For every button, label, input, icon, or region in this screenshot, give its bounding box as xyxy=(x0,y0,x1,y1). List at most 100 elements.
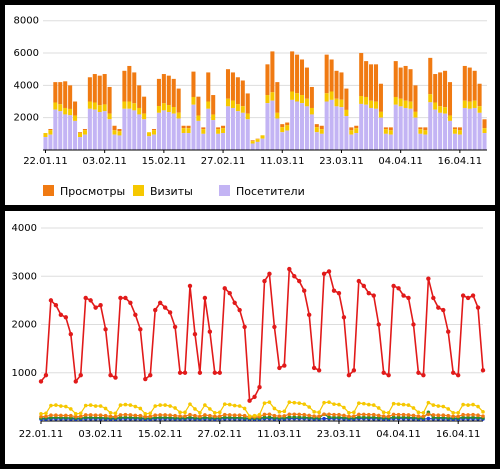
bar-visits xyxy=(447,115,453,121)
data-point-line_main xyxy=(292,274,297,279)
data-point-line_orange xyxy=(262,412,267,417)
data-point-line_yellow xyxy=(247,414,252,418)
bar-visits xyxy=(413,111,418,118)
data-point-line_green xyxy=(406,415,411,420)
bar-visitors xyxy=(117,135,122,150)
bar-visitors xyxy=(191,104,196,150)
data-point-line_orange xyxy=(287,412,292,417)
bar-visits xyxy=(329,91,334,100)
data-point-line_orange xyxy=(148,414,153,419)
data-point-line_green xyxy=(83,415,88,420)
bar-views xyxy=(443,70,448,108)
data-point-line_main xyxy=(197,370,203,375)
data-point-line_orange xyxy=(362,412,366,417)
data-point-line_main xyxy=(133,312,138,318)
bar-visits xyxy=(161,103,166,111)
data-point-line_main xyxy=(326,269,332,274)
data-point-line_orange xyxy=(272,413,277,418)
bar-views xyxy=(151,128,157,131)
data-point-line_yellow xyxy=(242,406,247,411)
bar-visitors xyxy=(156,112,161,150)
data-point-line_orange xyxy=(342,413,346,418)
data-point-line_main xyxy=(63,315,69,320)
data-point-line_main xyxy=(316,368,322,373)
data-point-line_main xyxy=(83,295,88,301)
bar-views xyxy=(482,119,487,129)
data-point-line_yellow xyxy=(317,410,321,415)
bar-visits xyxy=(265,95,270,104)
bar-visitors xyxy=(364,104,369,150)
bar-views xyxy=(63,81,68,108)
bar-views xyxy=(191,71,196,97)
bar-views xyxy=(92,74,97,103)
data-point-line_yellow xyxy=(78,411,83,416)
data-point-line_yellow xyxy=(83,403,88,408)
data-point-line_yellow xyxy=(441,404,446,409)
bar-views xyxy=(102,74,107,105)
data-point-line_green xyxy=(297,415,302,420)
data-point-line_yellow xyxy=(436,404,441,408)
bar-visits xyxy=(196,115,201,121)
bar-visits xyxy=(166,105,171,113)
data-point-line_main xyxy=(361,283,367,289)
bar-views xyxy=(201,127,206,130)
bar-views xyxy=(221,125,226,129)
data-point-line_main xyxy=(73,379,78,384)
bar-views xyxy=(127,65,132,102)
data-point-line_main xyxy=(311,365,317,371)
bar-visitors xyxy=(181,133,186,150)
bar-views xyxy=(319,125,324,130)
x-tick-label: 11.03.11 xyxy=(260,156,305,167)
data-point-line_orange xyxy=(98,413,103,418)
data-point-line_orange xyxy=(396,412,401,417)
data-point-line_orange xyxy=(282,414,287,418)
bar-views xyxy=(250,140,255,142)
data-point-line_yellow xyxy=(421,410,426,415)
bar-visits xyxy=(438,106,443,113)
bar-views xyxy=(447,82,453,116)
data-point-line_orange xyxy=(441,413,446,418)
bar-visitors xyxy=(161,110,166,150)
bar-visits xyxy=(295,93,300,102)
bar-visitors xyxy=(378,117,383,150)
data-point-line_main xyxy=(287,266,292,272)
data-point-line_orange xyxy=(421,414,426,419)
bar-views xyxy=(359,53,364,97)
bar-visitors xyxy=(472,107,477,150)
bar-views xyxy=(122,70,127,102)
bar-visits xyxy=(137,107,142,115)
bar-visitors xyxy=(82,134,87,150)
bar-visits xyxy=(373,101,379,109)
bar-views xyxy=(324,54,329,94)
data-point-line_yellow xyxy=(406,403,411,407)
bar-views xyxy=(117,128,122,132)
data-point-line_main xyxy=(232,300,237,305)
data-point-line_green xyxy=(287,415,292,419)
bar-visitors xyxy=(260,138,265,150)
bar-visitors xyxy=(438,112,443,150)
bar-views xyxy=(240,80,245,107)
data-point-line_yellow xyxy=(153,404,158,408)
bar-visits xyxy=(433,102,438,110)
y-tick-label: 8000 xyxy=(14,16,39,27)
bar-visits xyxy=(393,96,398,105)
data-point-line_orange xyxy=(357,412,361,417)
y-tick-label: 6000 xyxy=(14,48,39,59)
bar-visits xyxy=(181,128,186,134)
data-point-line_yellow xyxy=(481,410,485,414)
data-point-line_orange xyxy=(337,412,341,417)
bar-visits xyxy=(92,102,97,110)
bar-views xyxy=(413,85,418,112)
data-point-line_orange xyxy=(232,413,237,418)
bar-visitors xyxy=(73,120,78,150)
bar-views xyxy=(457,127,462,131)
bar-views xyxy=(438,72,443,107)
bar-visitors xyxy=(151,134,157,150)
data-point-line_main xyxy=(277,365,282,371)
bar-visits xyxy=(472,100,477,108)
data-point-line_main xyxy=(371,293,376,298)
data-point-line_main xyxy=(475,305,481,310)
bar-visitors xyxy=(334,106,339,150)
data-point-line_yellow xyxy=(277,410,282,414)
bar-visits xyxy=(68,108,73,116)
